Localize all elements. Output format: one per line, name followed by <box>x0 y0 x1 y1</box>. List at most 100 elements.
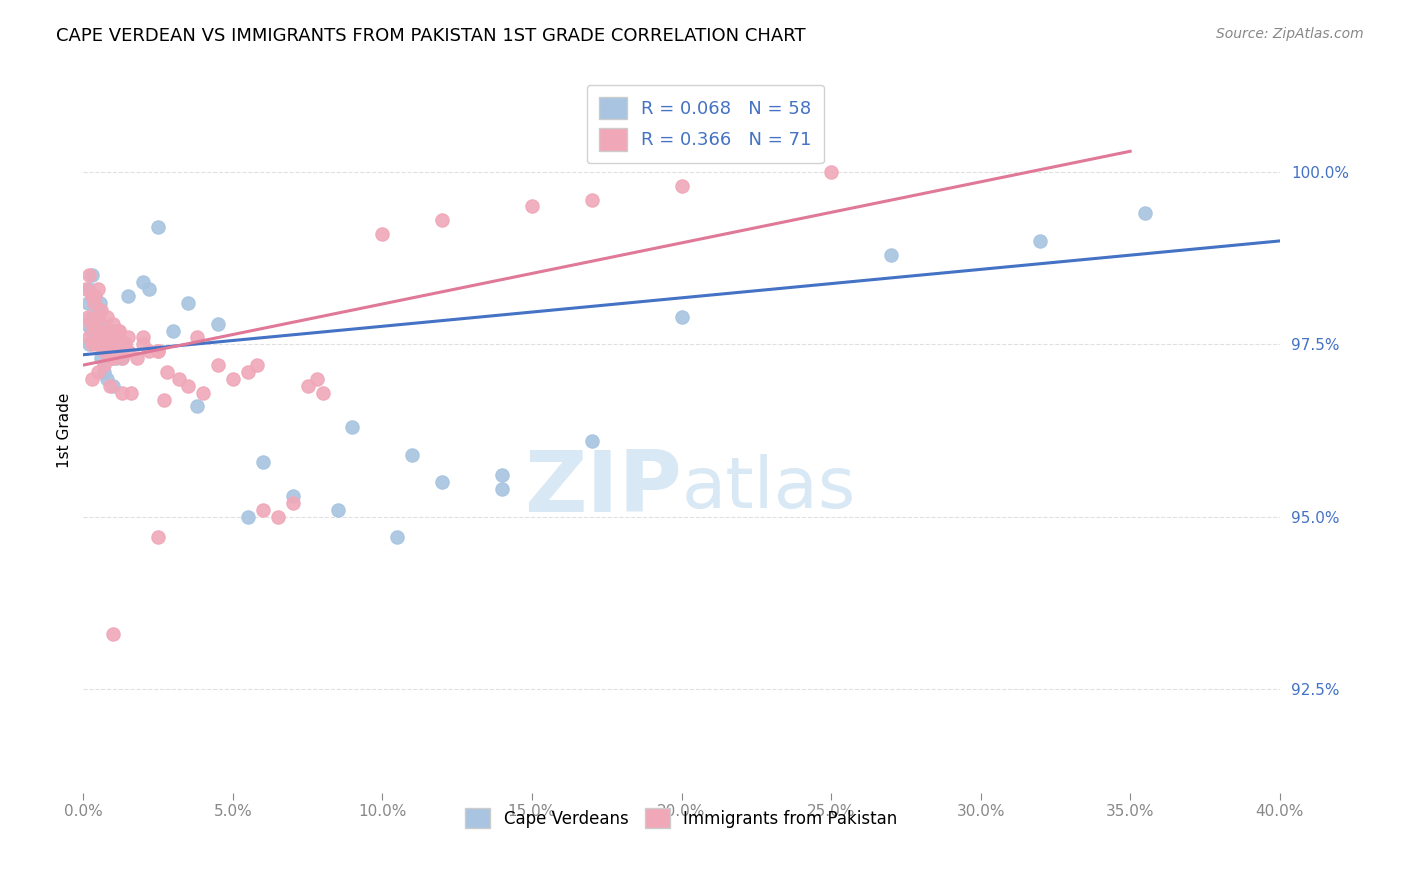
Point <box>98 351 121 366</box>
Point <box>87 310 110 324</box>
Point <box>98 344 121 359</box>
Point <box>77 337 100 351</box>
Point <box>96 337 118 351</box>
Point <box>97 337 120 351</box>
Point <box>432 475 454 490</box>
Point <box>342 420 364 434</box>
Point <box>75 317 97 331</box>
Point <box>267 509 290 524</box>
Legend: Cape Verdeans, Immigrants from Pakistan: Cape Verdeans, Immigrants from Pakistan <box>458 801 904 835</box>
Point <box>82 337 104 351</box>
Point <box>82 310 104 324</box>
Point <box>281 489 304 503</box>
Point <box>84 289 107 303</box>
Point <box>84 317 107 331</box>
Point <box>138 282 160 296</box>
Point <box>311 385 333 400</box>
Point <box>103 324 125 338</box>
Point <box>671 310 693 324</box>
Point <box>98 378 121 392</box>
Point <box>146 344 169 359</box>
Point <box>82 268 104 283</box>
Point <box>96 324 118 338</box>
Point <box>138 344 160 359</box>
Point <box>90 330 112 344</box>
Point <box>110 344 132 359</box>
Text: atlas: atlas <box>682 454 856 523</box>
Point <box>207 358 229 372</box>
Point <box>91 337 114 351</box>
Point <box>191 385 214 400</box>
Point <box>491 482 513 496</box>
Point <box>222 372 245 386</box>
Point <box>186 400 208 414</box>
Point <box>90 317 112 331</box>
Point <box>491 468 513 483</box>
Point <box>281 496 304 510</box>
Point <box>127 351 149 366</box>
Point <box>84 317 107 331</box>
Point <box>117 330 139 344</box>
Point <box>186 330 208 344</box>
Point <box>297 378 319 392</box>
Point <box>111 351 134 366</box>
Point <box>371 227 394 241</box>
Point <box>1133 206 1156 220</box>
Point <box>80 324 103 338</box>
Point <box>880 248 903 262</box>
Point <box>581 434 603 448</box>
Point <box>80 317 103 331</box>
Point <box>100 337 122 351</box>
Point <box>105 330 128 344</box>
Point <box>153 392 176 407</box>
Point <box>87 365 110 379</box>
Point <box>91 337 114 351</box>
Point <box>89 296 111 310</box>
Point <box>1029 234 1052 248</box>
Point <box>77 268 100 283</box>
Point <box>671 178 693 193</box>
Point <box>111 351 134 366</box>
Point <box>305 372 328 386</box>
Point <box>94 330 117 344</box>
Point <box>96 372 118 386</box>
Point <box>104 344 127 359</box>
Point <box>97 344 120 359</box>
Point <box>108 324 131 338</box>
Point <box>520 199 543 213</box>
Point <box>114 337 136 351</box>
Point <box>146 531 169 545</box>
Point <box>90 351 112 366</box>
Point <box>89 330 111 344</box>
Point <box>132 330 155 344</box>
Point <box>120 385 142 400</box>
Text: CAPE VERDEAN VS IMMIGRANTS FROM PAKISTAN 1ST GRADE CORRELATION CHART: CAPE VERDEAN VS IMMIGRANTS FROM PAKISTAN… <box>56 27 806 45</box>
Point <box>177 296 200 310</box>
Point <box>177 378 200 392</box>
Point <box>103 378 125 392</box>
Point <box>207 317 229 331</box>
Point <box>236 365 259 379</box>
Y-axis label: 1st Grade: 1st Grade <box>58 392 72 468</box>
Point <box>94 330 117 344</box>
Point <box>87 282 110 296</box>
Point <box>90 302 112 317</box>
Text: Source: ZipAtlas.com: Source: ZipAtlas.com <box>1216 27 1364 41</box>
Point <box>162 324 184 338</box>
Point <box>93 365 115 379</box>
Point <box>93 358 115 372</box>
Point <box>326 503 349 517</box>
Point <box>252 503 274 517</box>
Point <box>84 289 107 303</box>
Point <box>104 344 127 359</box>
Point <box>108 330 131 344</box>
Point <box>77 330 100 344</box>
Point <box>820 165 842 179</box>
Point <box>117 289 139 303</box>
Point <box>246 358 269 372</box>
Point <box>110 344 132 359</box>
Point <box>156 365 179 379</box>
Point <box>82 372 104 386</box>
Point <box>76 296 98 310</box>
Point <box>86 337 108 351</box>
